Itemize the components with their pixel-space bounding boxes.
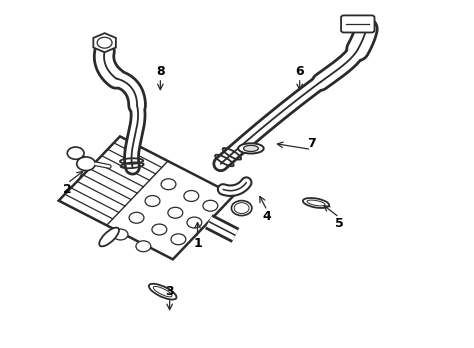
Text: 3: 3 [165, 285, 174, 298]
Circle shape [187, 217, 202, 228]
Ellipse shape [99, 228, 119, 246]
Text: 7: 7 [307, 137, 316, 150]
Circle shape [145, 196, 160, 206]
Circle shape [113, 229, 128, 240]
Circle shape [136, 241, 151, 252]
FancyBboxPatch shape [341, 15, 374, 32]
Circle shape [77, 157, 95, 171]
Circle shape [152, 224, 167, 235]
Circle shape [168, 207, 183, 218]
Ellipse shape [238, 143, 264, 153]
Circle shape [161, 179, 176, 190]
Text: 8: 8 [156, 65, 164, 78]
Text: 6: 6 [295, 65, 304, 78]
Circle shape [171, 234, 186, 245]
Ellipse shape [307, 200, 325, 206]
Ellipse shape [153, 286, 172, 297]
Text: 4: 4 [263, 210, 272, 223]
Circle shape [203, 200, 218, 211]
Ellipse shape [244, 145, 258, 151]
Text: 5: 5 [335, 217, 344, 230]
Polygon shape [59, 136, 234, 259]
Circle shape [67, 147, 84, 159]
Circle shape [129, 212, 144, 223]
Text: 2: 2 [63, 183, 72, 196]
Ellipse shape [149, 284, 176, 300]
Text: 1: 1 [193, 237, 202, 251]
Circle shape [184, 190, 199, 201]
Polygon shape [93, 33, 116, 52]
Ellipse shape [303, 198, 329, 208]
